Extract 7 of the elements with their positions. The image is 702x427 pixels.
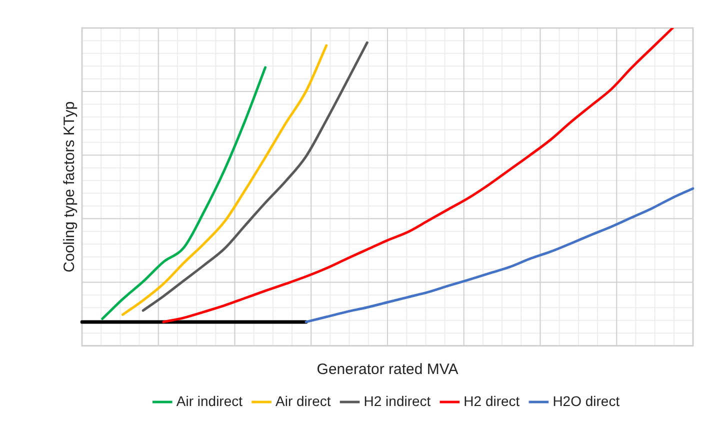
legend-label: H2O direct [552,392,620,409]
legend-label: Air direct [276,392,331,409]
y-axis-title: Cooling type factors KTyp [61,101,78,272]
legend-label: H2 indirect [364,392,431,409]
x-axis-title: Generator rated MVA [316,361,458,378]
legend-label: H2 direct [464,392,520,409]
legend-label: Air indirect [176,392,243,409]
